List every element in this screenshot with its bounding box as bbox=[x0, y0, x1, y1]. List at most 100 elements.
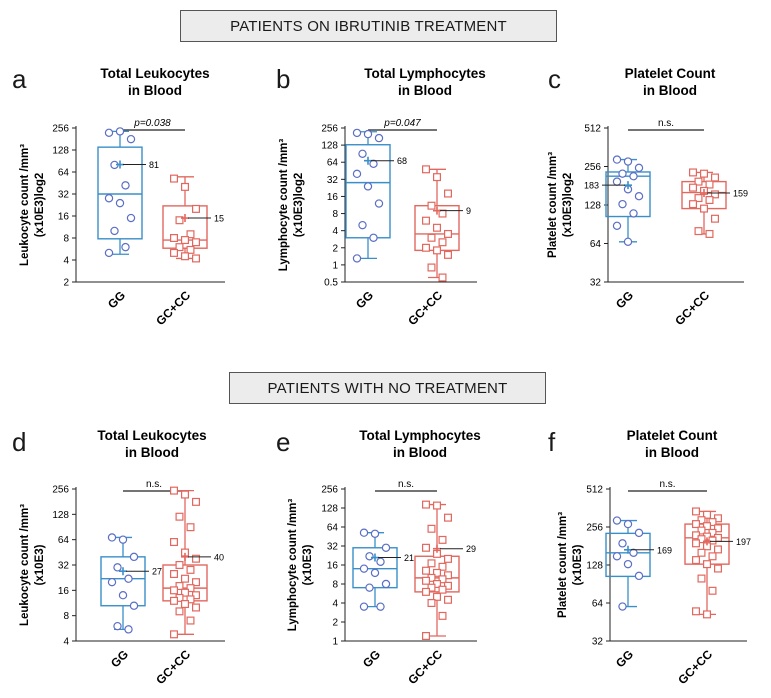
data-point bbox=[175, 582, 184, 591]
x-tick-label: GG bbox=[105, 288, 128, 311]
data-point bbox=[422, 243, 431, 252]
y-tick-label: 128 bbox=[584, 201, 601, 212]
data-point bbox=[175, 607, 184, 616]
data-point bbox=[369, 233, 378, 242]
chart-title: in Blood bbox=[398, 83, 452, 98]
data-point bbox=[107, 577, 117, 587]
data-point bbox=[612, 177, 622, 186]
x-tick-label-group: GG bbox=[108, 647, 131, 670]
y-tick-label: 1 bbox=[332, 637, 338, 648]
y-axis-label-line: (x10E3)log2 bbox=[562, 173, 574, 238]
data-point bbox=[427, 524, 436, 533]
data-point bbox=[192, 603, 201, 612]
chart-title: Platelet Count bbox=[627, 428, 718, 443]
y-axis-label-line: Lymphocyte count /mm³ bbox=[278, 139, 290, 272]
panel-letter: a bbox=[12, 64, 27, 94]
data-point bbox=[422, 566, 431, 575]
data-point bbox=[691, 539, 700, 548]
data-point bbox=[694, 227, 703, 236]
data-point bbox=[422, 216, 431, 225]
data-point bbox=[444, 513, 453, 522]
y-tick-label: 256 bbox=[52, 124, 69, 135]
y-axis-label: Platelet count /mm³ (x10E3)log2 bbox=[547, 152, 574, 258]
data-point bbox=[710, 190, 719, 199]
data-point bbox=[713, 564, 722, 573]
box-iqr bbox=[162, 205, 208, 249]
panel-letter: d bbox=[12, 427, 26, 457]
y-axis-label-line: Platelet count /mm³ bbox=[547, 152, 559, 258]
data-point bbox=[438, 535, 447, 544]
data-point bbox=[186, 230, 195, 239]
mean-value-label: 197 bbox=[736, 537, 751, 547]
data-point bbox=[381, 579, 391, 589]
y-tick-label: 32 bbox=[327, 542, 339, 553]
y-tick-label: 256 bbox=[584, 162, 601, 173]
data-point bbox=[186, 584, 195, 593]
y-tick-label: 16 bbox=[327, 561, 339, 572]
data-point bbox=[427, 583, 436, 592]
data-point bbox=[433, 246, 442, 255]
data-point bbox=[359, 528, 369, 537]
series-gc-cc: 197 GC+CC bbox=[675, 507, 751, 687]
data-point bbox=[181, 588, 190, 597]
data-point bbox=[170, 248, 179, 257]
chart-title: Total Lymphocytes bbox=[364, 66, 486, 81]
data-point bbox=[129, 601, 139, 610]
panel-letter: e bbox=[276, 427, 290, 457]
data-point bbox=[381, 543, 391, 552]
data-point bbox=[612, 221, 622, 231]
x-tick-label-group: GG bbox=[105, 288, 128, 311]
series-gg: 21 GG bbox=[352, 528, 414, 670]
data-point bbox=[352, 254, 362, 263]
data-point bbox=[186, 245, 195, 254]
y-axis-label: Lymphocyte count /mm³ (x10E3) bbox=[287, 499, 314, 632]
mean-value-label: 29 bbox=[466, 544, 476, 554]
chart-panel-c: c Platelet Count in Blood Platelet count /m… bbox=[547, 64, 748, 328]
data-point bbox=[192, 578, 201, 587]
data-point bbox=[702, 522, 711, 531]
data-point bbox=[186, 616, 195, 625]
data-point bbox=[170, 630, 179, 639]
box-iqr bbox=[352, 547, 398, 589]
data-point bbox=[181, 574, 190, 583]
y-axis-label: Lymphocyte count /mm³ (x10E3)log2 bbox=[278, 139, 305, 272]
data-point bbox=[710, 214, 719, 223]
x-tick-label-group: GC+CC bbox=[153, 647, 193, 687]
x-tick-label: GC+CC bbox=[675, 647, 715, 687]
panel-letter: b bbox=[276, 64, 290, 94]
mean-value-label: 21 bbox=[404, 553, 414, 563]
y-axis-label: Leukocyte count /mm³ (x10E3)log2 bbox=[19, 144, 46, 266]
data-point bbox=[186, 595, 195, 604]
x-tick-label-group: GC+CC bbox=[675, 647, 715, 687]
data-point bbox=[170, 570, 179, 579]
y-tick-label: 512 bbox=[586, 485, 603, 496]
y-tick-label: 128 bbox=[52, 510, 69, 521]
y-tick-label: 4 bbox=[63, 256, 69, 267]
mean-marker bbox=[119, 567, 127, 576]
y-tick-label: 64 bbox=[327, 523, 339, 534]
chart-panel-d: d Total Leukocytes in Blood Leukocyte count… bbox=[12, 427, 225, 687]
mean-value-label: 183 bbox=[584, 181, 599, 191]
data-point bbox=[691, 556, 700, 565]
data-point bbox=[433, 173, 442, 182]
data-point bbox=[422, 543, 431, 552]
data-point bbox=[175, 512, 184, 521]
data-point bbox=[110, 226, 119, 236]
data-point bbox=[358, 149, 367, 159]
data-point bbox=[438, 562, 447, 571]
data-point bbox=[186, 565, 195, 574]
data-point bbox=[708, 536, 717, 545]
series-gg: 169 GG bbox=[605, 516, 672, 670]
significance-label: n.s. bbox=[146, 479, 162, 490]
data-point bbox=[124, 574, 133, 583]
y-tick-label: 8 bbox=[63, 234, 69, 245]
section-title-no-treatment: PATIENTS WITH NO TREATMENT bbox=[229, 372, 546, 404]
data-point bbox=[115, 198, 125, 208]
data-point bbox=[688, 183, 697, 192]
data-point bbox=[702, 560, 711, 569]
data-point bbox=[433, 223, 442, 232]
y-axis-label-line: (x10E3)log2 bbox=[293, 173, 305, 238]
data-point bbox=[634, 528, 644, 538]
data-point bbox=[618, 199, 627, 209]
x-tick-label-group: GG bbox=[613, 647, 636, 670]
